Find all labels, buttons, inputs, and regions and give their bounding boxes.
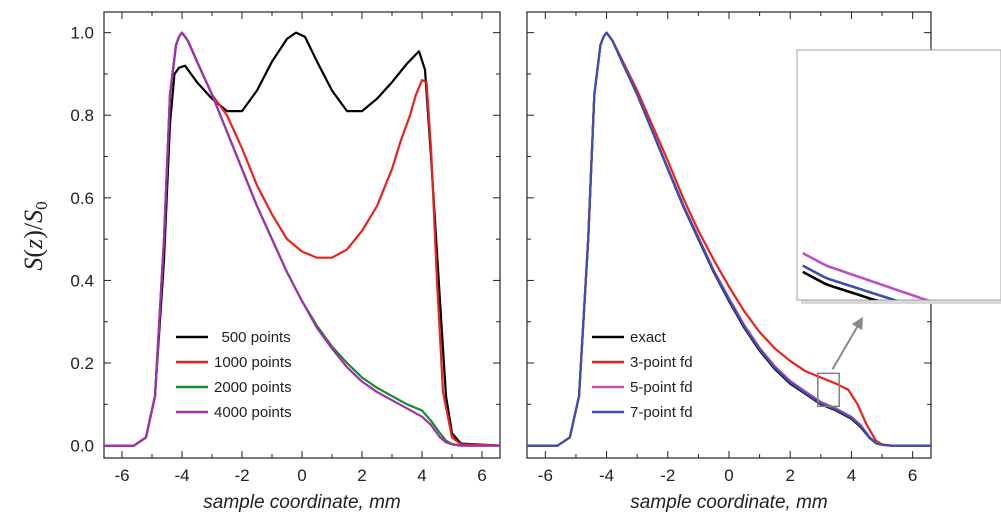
y-tick-label: 0.0	[70, 437, 94, 456]
inset-line-exact	[802, 270, 879, 300]
x-tick-label: 0	[724, 466, 733, 485]
y-tick-label: 0.8	[70, 106, 94, 125]
y-tick-label: 0.6	[70, 189, 94, 208]
legend-label-1000-points: 1000 points	[214, 354, 292, 371]
right-ticks: -6 -4 -2 0 2 4 6	[527, 12, 931, 485]
left-x-axis-label: sample coordinate, mm	[203, 492, 400, 513]
left-ticks: -6 -4 -2 0 2 4 6 0.0 0.2 0.4 0.6 0.8 1.0	[70, 12, 500, 485]
inset-line-5-point-fd	[802, 251, 931, 300]
y-axis-label: S(z)/S0	[19, 201, 51, 270]
inset-series-group	[802, 251, 931, 300]
left-series-group	[104, 31, 500, 447]
zoom-arrow	[831, 316, 864, 370]
x-tick-label: -2	[660, 466, 675, 485]
inset-zoom	[796, 49, 1001, 304]
inset-line-7-point-fd	[802, 264, 899, 300]
y-tick-label: 1.0	[70, 24, 94, 43]
series-line-7-point-fd	[527, 31, 931, 447]
x-tick-label: 6	[477, 466, 486, 485]
legend-label-500-points: 500 points	[214, 329, 291, 346]
legend-label-2000-points: 2000 points	[214, 379, 292, 396]
y-tick-label: 0.2	[70, 354, 94, 373]
series-line-4000-points	[104, 31, 500, 447]
legend-label-3-point-fd: 3-point fd	[630, 354, 693, 371]
inset-frame	[796, 49, 1001, 301]
x-tick-label: -4	[599, 466, 614, 485]
left-chart-panel: -6 -4 -2 0 2 4 6 0.0 0.2 0.4 0.6 0.8 1.0 500 points 1…	[19, 11, 501, 513]
x-tick-label: 2	[785, 466, 794, 485]
x-tick-label: 2	[357, 466, 366, 485]
x-tick-label: -4	[174, 466, 189, 485]
x-tick-label: 4	[847, 466, 856, 485]
x-tick-label: -6	[538, 466, 553, 485]
right-chart-panel: -6 -4 -2 0 2 4 6 exact 3-point fd 5-point fd 7-po…	[526, 11, 1001, 513]
legend-label-5-point-fd: 5-point fd	[630, 379, 693, 396]
y-tick-label: 0.4	[70, 271, 94, 290]
legend-label-7-point-fd: 7-point fd	[630, 404, 693, 421]
x-tick-label: 4	[417, 466, 426, 485]
x-tick-label: -6	[114, 466, 129, 485]
left-legend: 500 points 1000 points 2000 points 4000 poi…	[176, 329, 292, 421]
right-x-axis-label: sample coordinate, mm	[630, 492, 827, 513]
right-legend: exact 3-point fd 5-point fd 7-point fd	[592, 329, 693, 421]
zoom-region-box	[817, 372, 840, 408]
legend-label-exact: exact	[630, 329, 667, 346]
x-tick-label: 6	[908, 466, 917, 485]
x-tick-label: -2	[234, 466, 249, 485]
right-series-group	[527, 31, 931, 447]
x-tick-label: 0	[297, 466, 306, 485]
legend-label-4000-points: 4000 points	[214, 404, 292, 421]
